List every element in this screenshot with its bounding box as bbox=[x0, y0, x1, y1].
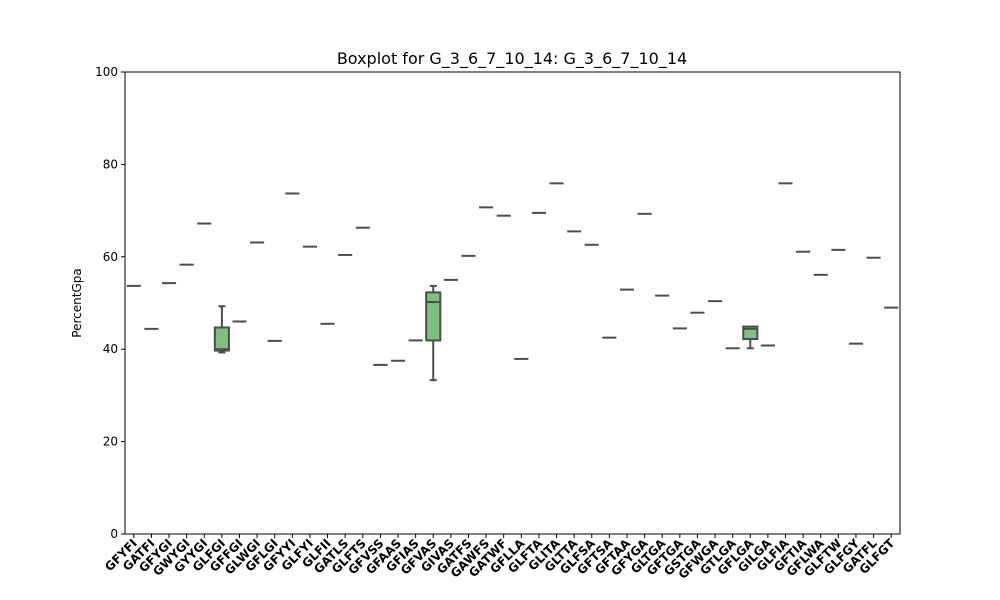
y-axis-label: PercentGpa bbox=[70, 268, 84, 337]
y-tick-label: 80 bbox=[103, 157, 118, 171]
y-tick-label: 0 bbox=[110, 527, 118, 541]
plot-area: 020406080100GFYFIGATFIGFYGIGWYGIGYYGIGLF… bbox=[95, 65, 899, 582]
y-tick-label: 100 bbox=[95, 65, 118, 79]
box-iqr bbox=[425, 291, 442, 342]
y-tick-label: 60 bbox=[103, 250, 118, 264]
chart-title: Boxplot for G_3_6_7_10_14: G_3_6_7_10_14 bbox=[337, 49, 687, 69]
plot-frame bbox=[124, 71, 901, 535]
y-tick-label: 20 bbox=[103, 435, 118, 449]
y-tick-label: 40 bbox=[103, 342, 118, 356]
box-iqr bbox=[213, 326, 230, 352]
